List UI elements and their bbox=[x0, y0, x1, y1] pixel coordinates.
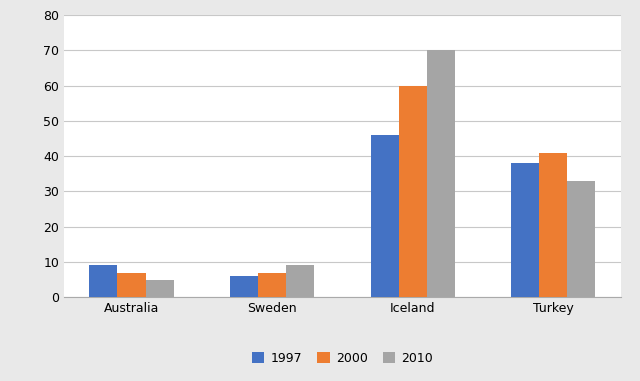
Bar bbox=[511, 163, 540, 297]
Bar bbox=[145, 280, 173, 297]
Bar bbox=[540, 153, 568, 297]
Bar bbox=[371, 135, 399, 297]
Legend: 1997, 2000, 2010: 1997, 2000, 2010 bbox=[246, 347, 438, 370]
Bar bbox=[117, 272, 145, 297]
Bar bbox=[427, 50, 455, 297]
Bar bbox=[230, 276, 258, 297]
Bar bbox=[286, 266, 314, 297]
Bar bbox=[568, 181, 595, 297]
Bar bbox=[258, 272, 286, 297]
Bar bbox=[90, 266, 117, 297]
Bar bbox=[399, 86, 427, 297]
